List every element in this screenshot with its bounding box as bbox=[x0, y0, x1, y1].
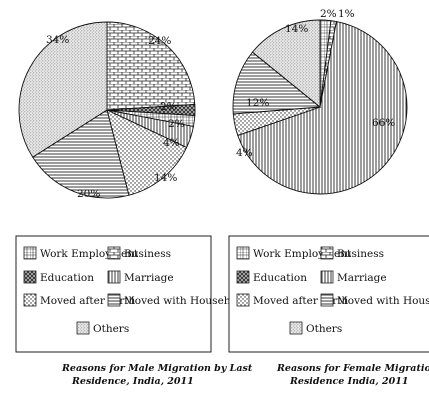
male-slice-label-marriage: 4% bbox=[163, 137, 180, 149]
male-slice-label-business: 24% bbox=[148, 35, 171, 47]
male-migration-pie: 24% 2% 2% 4% 14% 20% 34% bbox=[18, 21, 196, 200]
male-legend-label-moved-after-birth: Moved after Birth bbox=[40, 295, 136, 307]
female-slice-label-others: 14% bbox=[285, 23, 308, 35]
female-legend-swatch-moved-after-birth bbox=[236, 293, 250, 307]
female-slice-marriage bbox=[237, 21, 408, 195]
male-caption-line-2: Residence, India, 2011 bbox=[71, 376, 194, 387]
female-legend-label-others: Others bbox=[306, 323, 342, 335]
female-legend-label-moved-with-household: Moved with Household bbox=[337, 295, 429, 307]
male-slice-label-education: 2% bbox=[160, 101, 177, 113]
male-legend-label-education: Education bbox=[40, 272, 94, 284]
male-slice-business bbox=[106, 21, 196, 111]
female-legend-swatch-moved-with-household bbox=[320, 293, 334, 307]
male-legend-label-business: Business bbox=[124, 248, 171, 260]
male-legend-label-marriage: Marriage bbox=[124, 272, 174, 284]
male-legend-swatch-moved-after-birth bbox=[23, 293, 37, 307]
male-legend-swatch-others bbox=[76, 321, 90, 335]
male-legend-swatch-moved-with-household bbox=[107, 293, 121, 307]
male-legend-label-moved-with-household: Moved with Household bbox=[124, 295, 247, 307]
female-slice-others bbox=[251, 19, 321, 108]
female-legend-label-education: Education bbox=[253, 272, 307, 284]
female-caption-line-1: Reasons for Female Migration by last bbox=[276, 363, 429, 374]
female-legend-label-marriage: Marriage bbox=[337, 272, 387, 284]
female-caption-line-2: Residence India, 2011 bbox=[289, 376, 408, 387]
female-legend-swatch-others bbox=[289, 321, 303, 335]
male-slice-label-moved-after-birth: 14% bbox=[154, 172, 177, 184]
female-slice-label-marriage: 66% bbox=[372, 117, 395, 129]
male-slice-moved-after-birth bbox=[106, 109, 188, 196]
female-legend-swatch-business bbox=[320, 246, 334, 260]
female-slice-label-business: 1% bbox=[338, 8, 355, 20]
male-slice-moved-with-household bbox=[32, 109, 130, 199]
female-slice-label-moved-after-birth: 4% bbox=[236, 147, 253, 159]
male-slice-label-work-employment: 2% bbox=[168, 118, 185, 130]
female-legend-swatch-marriage bbox=[320, 270, 334, 284]
male-legend-label-others: Others bbox=[93, 323, 129, 335]
male-slice-label-others: 34% bbox=[46, 34, 69, 46]
female-legend-label-moved-after-birth: Moved after Birth bbox=[253, 295, 349, 307]
female-slice-moved-with-household bbox=[232, 51, 322, 115]
female-slice-label-work-employment: 2% bbox=[320, 8, 337, 20]
female-legend-swatch-education bbox=[236, 270, 250, 284]
male-legend-swatch-work-employment bbox=[23, 246, 37, 260]
female-legend-swatch-work-employment bbox=[236, 246, 250, 260]
male-slice-label-moved-with-household: 20% bbox=[77, 188, 100, 200]
male-slice-others bbox=[18, 21, 108, 158]
female-legend-label-business: Business bbox=[337, 248, 384, 260]
male-legend-swatch-education bbox=[23, 270, 37, 284]
male-legend-swatch-marriage bbox=[107, 270, 121, 284]
male-caption-line-1: Reasons for Male Migration by Last bbox=[61, 363, 253, 374]
female-slice-label-moved-with-household: 12% bbox=[246, 97, 269, 109]
male-legend-swatch-business bbox=[107, 246, 121, 260]
female-migration-pie: 2% 1% 66% 4% 12% 14% bbox=[232, 8, 408, 195]
